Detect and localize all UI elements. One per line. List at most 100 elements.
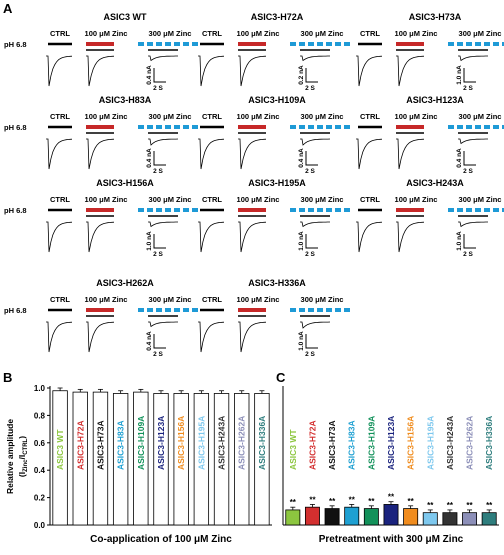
significance-label: **: [309, 495, 316, 504]
zinc300-trace: [148, 221, 178, 228]
ctrl-label: CTRL: [360, 195, 380, 204]
scale-bar: [463, 234, 476, 249]
category-label: ASIC3-H83A: [116, 420, 126, 470]
zinc100-trace: [238, 138, 267, 170]
bar: [344, 506, 360, 526]
ctrl-trace: [356, 138, 383, 170]
zinc300-trace: [300, 55, 330, 62]
zinc300-label: 300 μM Zinc: [459, 29, 502, 38]
scale-current-label: 1.0 nA: [146, 231, 153, 251]
zinc100-label: 100 μM Zinc: [395, 29, 438, 38]
zinc300-trace: [300, 221, 330, 228]
ctrl-trace: [198, 221, 225, 253]
category-label: ASIC3-H243A: [217, 416, 227, 470]
ph-label: pH 6.8: [4, 206, 27, 215]
ctrl-label: CTRL: [202, 112, 222, 121]
ph-label: pH 6.8: [4, 40, 27, 49]
ctrl-label: CTRL: [360, 112, 380, 121]
significance-label: **: [290, 498, 297, 507]
zinc300-label: 300 μM Zinc: [459, 195, 502, 204]
significance-label: **: [466, 501, 473, 510]
zinc100-label: 100 μM Zinc: [237, 295, 280, 304]
category-label: ASIC3-H336A: [484, 416, 494, 470]
ctrl-trace: [46, 138, 73, 170]
zinc100-label: 100 μM Zinc: [85, 295, 128, 304]
y-tick-label: 1.0: [34, 384, 46, 393]
zinc300-label: 300 μM Zinc: [149, 295, 192, 304]
ctrl-label: CTRL: [50, 195, 70, 204]
ctrl-label: CTRL: [50, 29, 70, 38]
category-label: ASIC3-H156A: [176, 416, 186, 470]
significance-label: **: [486, 501, 493, 510]
bar: [403, 508, 419, 526]
scale-bar: [305, 151, 318, 166]
trace-group: ASIC3-H109A CTRL 100 μM Zinc 300 μM Zinc 0.4…: [198, 95, 352, 175]
scale-bar: [153, 234, 166, 249]
construct-title: ASIC3-H243A: [406, 178, 464, 188]
zinc100-label: 100 μM Zinc: [237, 112, 280, 121]
ctrl-trace: [46, 321, 73, 353]
significance-label: **: [329, 497, 336, 506]
zinc300-label: 300 μM Zinc: [149, 195, 192, 204]
scale-bar: [153, 68, 166, 83]
zinc300-trace: [148, 138, 179, 146]
trace-group: ASIC3-H336A CTRL 100 μM Zinc 300 μM Zinc 1.0…: [198, 278, 352, 358]
significance-label: **: [447, 501, 454, 510]
trace-group: ASIC3-H123A CTRL 100 μM Zinc 300 μM Zinc 0.4…: [356, 95, 504, 175]
ctrl-trace: [46, 221, 73, 253]
zinc100-trace: [238, 221, 267, 253]
y-axis-label-ctrl: CTRL: [23, 438, 29, 454]
panel-label-a: A: [3, 1, 13, 16]
zinc300-trace: [300, 321, 331, 329]
scale-current-label: 1.0 nA: [456, 231, 463, 251]
significance-label: **: [408, 497, 415, 506]
scale-time-label: 2 S: [153, 251, 163, 258]
trace-group: ASIC3-H262A CTRL 100 μM Zinc 300 μM Zinc 0.4…: [46, 278, 200, 358]
ctrl-label: CTRL: [202, 29, 222, 38]
zinc100-label: 100 μM Zinc: [237, 195, 280, 204]
construct-title: ASIC3 WT: [103, 12, 147, 22]
category-label: ASIC3-H73A: [95, 420, 105, 470]
trace-group: ASIC3-H72A CTRL 100 μM Zinc 300 μM Zinc 0.2 …: [198, 12, 352, 92]
zinc100-trace: [86, 138, 115, 170]
ctrl-trace: [46, 55, 73, 87]
zinc100-trace: [86, 221, 115, 253]
bar: [481, 512, 497, 526]
y-axis-label-formula: (IZinc/ICTRL): [17, 436, 29, 477]
category-label: ASIC3-H123A: [386, 416, 396, 470]
scale-bar: [305, 234, 318, 249]
significance-label: **: [388, 493, 395, 502]
zinc300-trace: [458, 221, 488, 228]
ctrl-label: CTRL: [360, 29, 380, 38]
construct-title: ASIC3-H336A: [248, 278, 306, 288]
zinc100-label: 100 μM Zinc: [237, 29, 280, 38]
category-label: ASIC3-H73A: [327, 420, 337, 470]
scale-bar: [153, 334, 166, 349]
scale-time-label: 2 S: [305, 251, 315, 258]
bar: [462, 512, 478, 526]
category-label: ASIC3-H262A: [237, 416, 247, 470]
zinc100-label: 100 μM Zinc: [395, 112, 438, 121]
zinc100-label: 100 μM Zinc: [85, 112, 128, 121]
x-axis-label: Co-application of 100 μM Zinc: [90, 534, 232, 545]
zinc300-label: 300 μM Zinc: [301, 295, 344, 304]
zinc300-label: 300 μM Zinc: [149, 29, 192, 38]
construct-title: ASIC3-H109A: [248, 95, 306, 105]
construct-title: ASIC3-H73A: [409, 12, 462, 22]
scale-time-label: 2 S: [463, 168, 473, 175]
category-label: ASIC3-H72A: [307, 420, 317, 470]
construct-title: ASIC3-H72A: [251, 12, 304, 22]
zinc300-trace: [458, 138, 488, 145]
bar: [422, 512, 438, 526]
scale-current-label: 0.4 nA: [456, 148, 463, 168]
category-label: ASIC3-H83A: [347, 420, 357, 470]
scale-bar: [153, 151, 166, 166]
trace-group: ASIC3-H156A CTRL 100 μM Zinc 300 μM Zinc 1.0…: [46, 178, 200, 258]
ctrl-label: CTRL: [50, 295, 70, 304]
bar: [285, 509, 301, 526]
scale-current-label: 1.0 nA: [298, 231, 305, 251]
construct-title: ASIC3-H83A: [99, 95, 152, 105]
scale-current-label: 0.4 nA: [298, 148, 305, 168]
zinc100-trace: [396, 138, 425, 170]
